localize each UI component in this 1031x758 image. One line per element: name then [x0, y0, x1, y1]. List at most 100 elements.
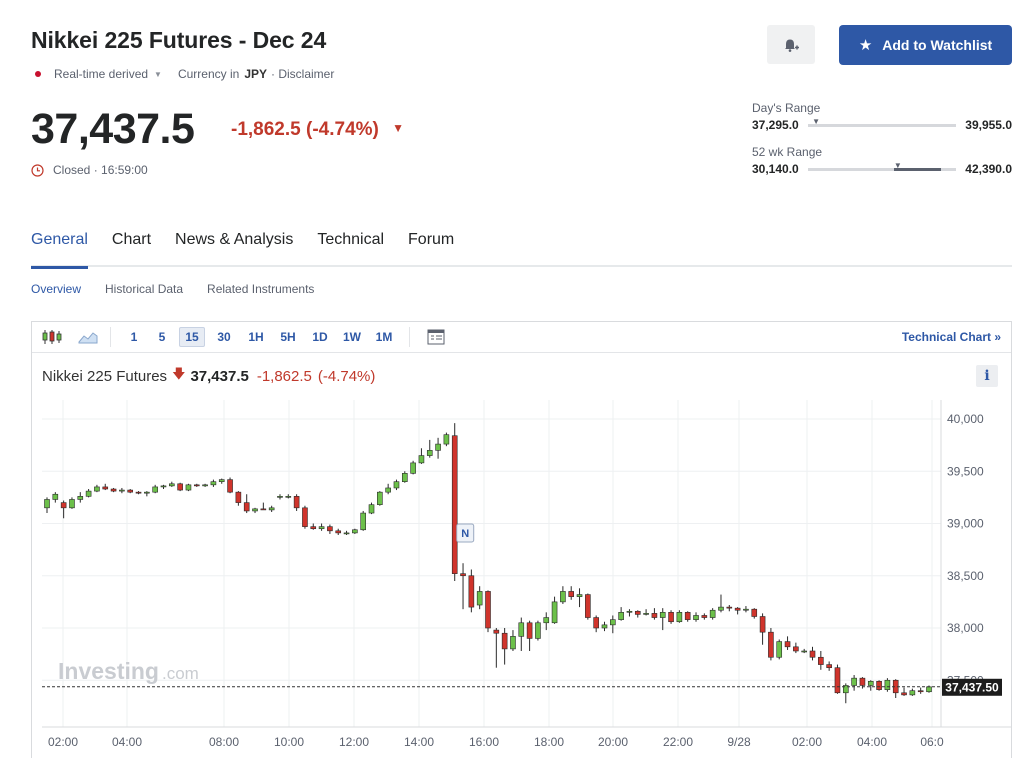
- candle-down: [701, 615, 708, 618]
- days-range: Day's Range 37,295.0 ▼ 39,955.0: [752, 101, 1012, 132]
- candle-down: [260, 508, 267, 511]
- y-tick-label: 40,000: [947, 412, 984, 426]
- candle-down: [227, 479, 233, 493]
- y-tick-label: 38,500: [947, 569, 984, 583]
- currency-value: JPY: [244, 67, 268, 81]
- candle-down: [451, 435, 458, 574]
- candle-up: [435, 443, 441, 451]
- candle-down: [127, 489, 134, 493]
- subtab-related-instruments[interactable]: Related Instruments: [207, 282, 315, 296]
- candle-down: [110, 488, 117, 492]
- add-to-watchlist-button[interactable]: ★ Add to Watchlist: [839, 25, 1012, 65]
- timeframe-5[interactable]: 5: [158, 330, 166, 344]
- investing-watermark: Investing: [58, 658, 159, 684]
- candle-down: [235, 491, 242, 503]
- days-range-bar: ▼: [807, 117, 957, 127]
- technical-chart-link[interactable]: Technical Chart »: [901, 330, 1001, 344]
- candle-up: [285, 496, 292, 498]
- legend-name: Nikkei 225 Futures: [42, 367, 168, 385]
- timeframe-1d[interactable]: 1D: [312, 330, 328, 344]
- page-title: Nikkei 225 Futures - Dec 24: [31, 27, 327, 53]
- timeframe-15[interactable]: 15: [179, 327, 205, 347]
- create-alert-button[interactable]: [767, 25, 815, 64]
- timeframe-1h[interactable]: 1H: [248, 330, 264, 344]
- candle-down: [859, 677, 866, 686]
- timeframe-30[interactable]: 30: [217, 330, 231, 344]
- candle-down: [876, 680, 882, 690]
- candle-up: [643, 613, 649, 615]
- x-tick-label: 02:00: [48, 735, 78, 749]
- toolbar-divider: [409, 327, 410, 347]
- change-percent: (-4.74%): [306, 119, 379, 140]
- last-price: 37,437.5: [31, 105, 195, 153]
- timeframe-1m[interactable]: 1M: [375, 330, 393, 344]
- candle-up: [169, 483, 175, 487]
- clock-icon: [31, 163, 44, 177]
- candle-up: [44, 499, 50, 509]
- candle-down: [460, 573, 466, 577]
- add-to-watchlist-label: Add to Watchlist: [882, 37, 993, 53]
- chart-widget: 1 5 15 30 1H 5H 1D 1W 1M Technical Chart » 40,00…: [31, 321, 1012, 758]
- wk52-range-low: 30,140.0: [752, 162, 799, 176]
- candlestick-type-icon[interactable]: [40, 326, 64, 348]
- subtab-historical-data[interactable]: Historical Data: [105, 282, 184, 296]
- chevron-down-icon[interactable]: ▼: [154, 69, 162, 79]
- candle-up: [743, 608, 749, 611]
- realtime-label[interactable]: Real-time derived: [54, 67, 149, 81]
- y-tick-label: 39,000: [947, 517, 984, 531]
- x-tick-label: 04:00: [857, 735, 887, 749]
- x-tick-label: 10:00: [274, 735, 304, 749]
- area-chart-icon[interactable]: [76, 326, 100, 348]
- candle-down: [135, 491, 142, 494]
- candle-down: [809, 650, 816, 658]
- candle-up: [185, 484, 192, 491]
- tab-forum[interactable]: Forum: [408, 231, 455, 248]
- candle-up: [551, 601, 558, 624]
- status-text: Closed · 16:59:00: [53, 163, 148, 177]
- tab-chart[interactable]: Chart: [111, 231, 152, 248]
- candle-down: [768, 631, 774, 658]
- price-chart[interactable]: 40,00039,50039,00038,50038,00037,50002:0…: [32, 322, 1011, 758]
- candle-down: [293, 496, 300, 509]
- candle-up: [476, 591, 483, 606]
- candle-up: [543, 617, 550, 624]
- candle-up: [709, 609, 716, 618]
- candle-up: [418, 455, 425, 464]
- layout-icon[interactable]: [424, 326, 448, 348]
- news-marker: [456, 523, 475, 543]
- timeframe-5h[interactable]: 5H: [280, 330, 296, 344]
- candle-up: [518, 622, 525, 637]
- subtab-overview[interactable]: Overview: [31, 282, 82, 296]
- x-tick-label: 9/28: [727, 735, 751, 749]
- toolbar-divider: [110, 327, 111, 347]
- info-button[interactable]: i: [976, 365, 998, 387]
- candle-down: [651, 613, 658, 618]
- chart-toolbar: 1 5 15 30 1H 5H 1D 1W 1M Technical Chart »: [32, 322, 1011, 353]
- tab-technical[interactable]: Technical: [317, 231, 385, 248]
- candle-down: [102, 486, 109, 490]
- wk52-range: 52 wk Range 30,140.0 ▼ 42,390.0: [752, 145, 1012, 176]
- days-range-marker-icon: ▼: [812, 116, 821, 126]
- candle-up: [426, 450, 433, 456]
- timeframe-1[interactable]: 1: [130, 330, 138, 344]
- days-range-high: 39,955.0: [965, 118, 1012, 132]
- tab-news-analysis[interactable]: News & Analysis: [175, 231, 294, 248]
- candle-up: [268, 507, 275, 511]
- down-arrow-icon: 🡇: [172, 366, 186, 381]
- candle-down: [468, 575, 475, 608]
- candle-down: [834, 667, 841, 694]
- candle-up: [801, 650, 807, 653]
- candle-down: [193, 484, 200, 487]
- disclaimer-link[interactable]: · Disclaimer: [271, 67, 335, 81]
- candle-up: [851, 677, 857, 686]
- candle-up: [443, 434, 450, 445]
- tab-general[interactable]: General: [31, 229, 88, 269]
- candle-down: [818, 656, 824, 665]
- timeframe-1w[interactable]: 1W: [343, 330, 361, 344]
- x-tick-label: 04:00: [112, 735, 142, 749]
- candle-up: [202, 484, 208, 487]
- x-tick-label: 20:00: [598, 735, 628, 749]
- candle-up: [510, 636, 516, 650]
- candle-down: [243, 502, 250, 512]
- candle-up: [144, 491, 150, 494]
